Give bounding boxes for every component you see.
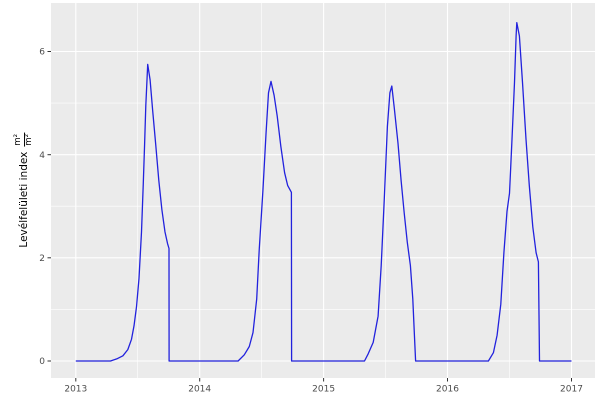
y-tick-label: 2 bbox=[39, 254, 45, 264]
y-tick-label: 0 bbox=[39, 357, 45, 367]
y-tick-label: 4 bbox=[39, 151, 45, 161]
x-tick-label: 2017 bbox=[560, 385, 583, 395]
x-tick-label: 2013 bbox=[64, 385, 87, 395]
x-tick-label: 2014 bbox=[188, 385, 211, 395]
y-tick-label: 6 bbox=[39, 48, 45, 58]
lai-line bbox=[75, 21, 572, 362]
x-tick-label: 2016 bbox=[436, 385, 459, 395]
plot-panel bbox=[51, 3, 595, 378]
x-tick-label: 2015 bbox=[312, 385, 335, 395]
